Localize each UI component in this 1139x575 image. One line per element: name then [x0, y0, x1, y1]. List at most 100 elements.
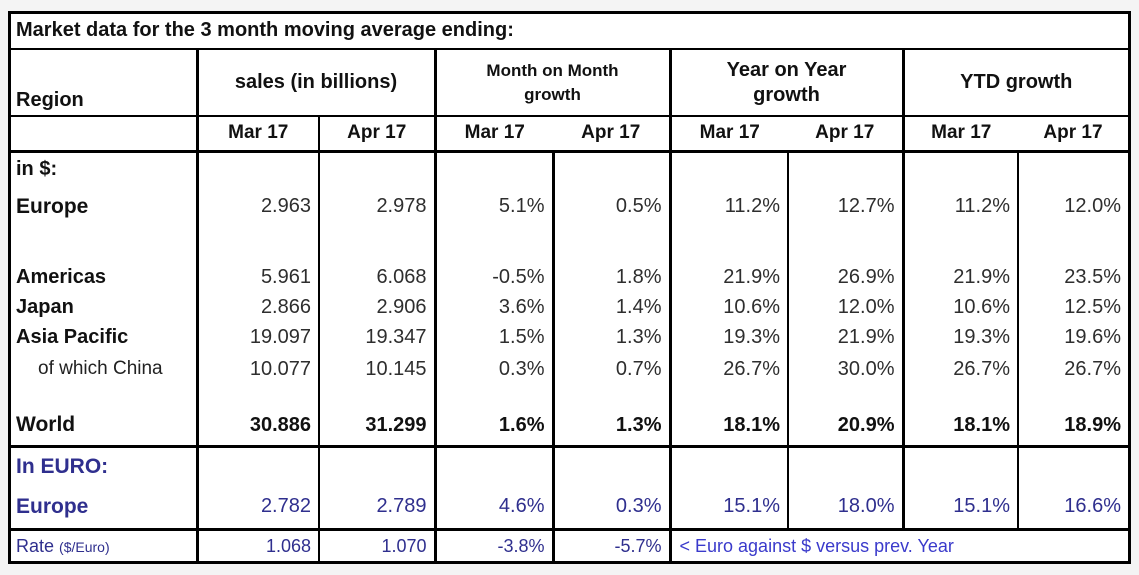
japan-ytd-mar: 10.6% — [901, 292, 1018, 323]
rate-mom-mar: -3.8% — [433, 529, 553, 561]
group-header-yoy-growth: Year on Year growth — [668, 49, 903, 117]
cell-empty — [318, 446, 435, 486]
americas-sales-apr: 6.068 — [318, 262, 435, 293]
japan-sales-apr: 2.906 — [318, 292, 435, 323]
rate-label: Rate ($/Euro) — [11, 530, 197, 561]
cell-empty — [433, 151, 553, 186]
section-label-euro: In EURO: — [16, 454, 109, 478]
cell-empty — [668, 151, 788, 186]
world-mom-apr: 1.3% — [551, 405, 670, 449]
rate-unit-label: ($/Euro) — [59, 538, 110, 555]
asiapacific-yoy-apr: 21.9% — [787, 322, 903, 354]
cell-empty — [195, 227, 319, 263]
asiapacific-sales-mar: 19.097 — [195, 322, 319, 354]
asiapacific-yoy-mar: 19.3% — [668, 322, 788, 354]
asiapacific-ytd-mar: 19.3% — [901, 322, 1018, 354]
cell-empty — [195, 151, 319, 186]
region-label-japan: Japan — [16, 296, 74, 319]
group-header-mom-growth: Month on Month growth — [433, 49, 670, 117]
world-yoy-apr: 20.9% — [787, 405, 903, 449]
spacer-row — [11, 227, 1128, 263]
japan-yoy-apr: 12.0% — [787, 292, 903, 323]
period-header-mom-apr: Apr 17 — [553, 115, 670, 153]
cell-empty — [668, 227, 788, 263]
market-data-table: Market data for the 3 month moving avera… — [8, 11, 1131, 564]
world-ytd-apr: 18.9% — [1017, 405, 1128, 449]
cell-empty — [1017, 151, 1128, 186]
section-label-usd: in $: — [16, 157, 58, 180]
china-mom-mar: 0.3% — [433, 353, 553, 386]
cell-empty — [668, 446, 788, 486]
table-row: Europe 2.782 2.789 4.6% 0.3% 15.1% 18.0%… — [11, 485, 1128, 532]
china-sales-mar: 10.077 — [195, 353, 319, 386]
europe-mom-mar: 5.1% — [433, 185, 553, 228]
europe-sales-apr: 2.978 — [318, 185, 435, 228]
euro-europe-ytd-apr: 16.6% — [1017, 485, 1128, 532]
china-mom-apr: 0.7% — [551, 353, 670, 386]
table-row: Japan 2.866 2.906 3.6% 1.4% 10.6% 12.0% … — [11, 292, 1128, 323]
cell-empty — [901, 227, 1018, 263]
china-sales-apr: 10.145 — [318, 353, 435, 386]
cell-empty — [1017, 227, 1128, 263]
cell-empty — [901, 446, 1018, 486]
region-label-europe-euro: Europe — [11, 485, 197, 532]
euro-europe-mom-mar: 4.6% — [433, 485, 553, 532]
china-yoy-apr: 30.0% — [787, 353, 903, 386]
subheader-empty — [11, 115, 197, 153]
table-row: World 30.886 31.299 1.6% 1.3% 18.1% 20.9… — [11, 405, 1128, 449]
group-header-ytd-growth: YTD growth — [901, 49, 1128, 117]
asiapacific-mom-apr: 1.3% — [551, 322, 670, 354]
region-column-header: Region — [11, 49, 197, 117]
cell-empty — [787, 151, 903, 186]
japan-ytd-apr: 12.5% — [1017, 292, 1128, 323]
cell-empty — [318, 151, 435, 186]
americas-mom-mar: -0.5% — [433, 262, 553, 293]
world-yoy-mar: 18.1% — [668, 405, 788, 449]
euro-europe-ytd-mar: 15.1% — [901, 485, 1018, 532]
americas-ytd-apr: 23.5% — [1017, 262, 1128, 293]
europe-yoy-apr: 12.7% — [787, 185, 903, 228]
world-sales-mar: 30.886 — [195, 405, 319, 449]
japan-mom-apr: 1.4% — [551, 292, 670, 323]
americas-sales-mar: 5.961 — [195, 262, 319, 293]
japan-mom-mar: 3.6% — [433, 292, 553, 323]
period-header-mom-mar: Mar 17 — [433, 115, 553, 153]
region-label-asia-pacific: Asia Pacific — [16, 326, 129, 349]
americas-mom-apr: 1.8% — [551, 262, 670, 293]
period-header-sales-apr: Apr 17 — [318, 115, 435, 153]
table-title: Market data for the 3 month moving avera… — [11, 14, 1128, 51]
region-label-china: of which China — [38, 358, 163, 380]
cell-empty — [433, 446, 553, 486]
world-ytd-mar: 18.1% — [901, 405, 1018, 449]
euro-europe-yoy-mar: 15.1% — [668, 485, 788, 532]
cell-empty — [11, 228, 197, 262]
period-header-ytd-mar: Mar 17 — [901, 115, 1018, 153]
period-header-ytd-apr: Apr 17 — [1018, 115, 1128, 153]
region-label-europe: Europe — [16, 194, 89, 218]
europe-sales-mar: 2.963 — [195, 185, 319, 228]
cell-empty — [787, 385, 903, 406]
cell-empty — [433, 385, 553, 406]
europe-ytd-mar: 11.2% — [901, 185, 1018, 228]
rate-note: < Euro against $ versus prev. Year — [668, 529, 1128, 561]
cell-empty — [195, 385, 319, 406]
group-header-sales: sales (in billions) — [195, 49, 435, 117]
cell-empty — [668, 385, 788, 406]
cell-empty — [11, 385, 197, 405]
japan-sales-mar: 2.866 — [195, 292, 319, 323]
china-yoy-mar: 26.7% — [668, 353, 788, 386]
cell-empty — [551, 446, 670, 486]
data-table: Market data for the 3 month moving avera… — [11, 14, 1128, 561]
rate-apr: 1.070 — [318, 529, 435, 561]
cell-empty — [318, 385, 435, 406]
euro-europe-mom-apr: 0.3% — [551, 485, 670, 532]
asiapacific-sales-apr: 19.347 — [318, 322, 435, 354]
china-ytd-mar: 26.7% — [901, 353, 1018, 386]
europe-yoy-mar: 11.2% — [668, 185, 788, 228]
cell-empty — [787, 446, 903, 486]
cell-empty — [901, 385, 1018, 406]
region-label-americas: Americas — [16, 265, 107, 288]
period-header-yoy-mar: Mar 17 — [668, 115, 788, 153]
euro-europe-sales-apr: 2.789 — [318, 485, 435, 532]
japan-yoy-mar: 10.6% — [668, 292, 788, 323]
